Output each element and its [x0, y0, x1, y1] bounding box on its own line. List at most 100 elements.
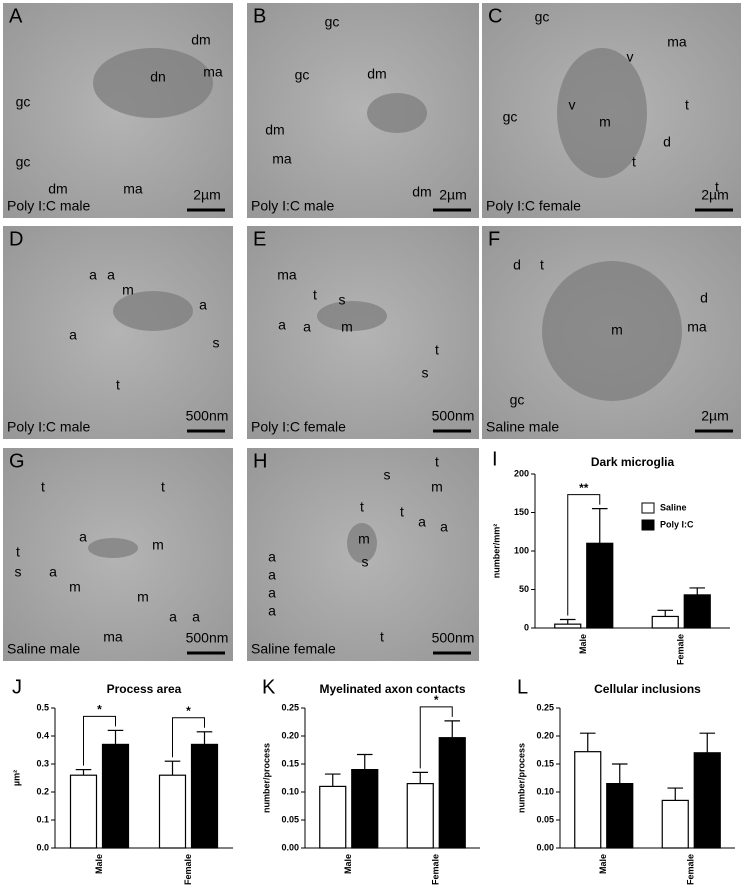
structure-label: m [137, 589, 149, 605]
em-image [247, 3, 479, 218]
panel-letter: H [253, 450, 267, 472]
structure-label: ma [203, 64, 223, 80]
x-tick-label: Female [183, 854, 193, 885]
cell-body [93, 48, 213, 118]
cell-body [347, 523, 377, 563]
structure-label: t [360, 499, 364, 515]
panel-caption: Poly I:C female [486, 198, 581, 214]
y-tick-label: 0.5 [36, 702, 49, 712]
y-tick-label: 0.25 [536, 702, 554, 712]
cell-body [113, 291, 193, 331]
panel-letter: G [9, 450, 25, 472]
bar [158, 774, 187, 849]
structure-label: d [663, 134, 671, 150]
bar [586, 542, 614, 629]
panel-letter: J [12, 676, 22, 698]
panel-letter: B [253, 5, 266, 27]
panel-letter: A [9, 5, 23, 27]
em-panel: A Poly I:C male 2µm dm dn ma gc gc dm ma [3, 3, 233, 218]
scale-label: 2µm [701, 187, 729, 203]
structure-label: gc [16, 154, 31, 170]
structure-label: t [435, 342, 439, 358]
bar [554, 623, 582, 629]
significance-label: * [434, 693, 439, 707]
y-tick-label: 0.2 [36, 786, 49, 796]
structure-label: m [122, 282, 134, 298]
scale-label: 2µm [701, 408, 729, 424]
panel-caption: Poly I:C male [7, 198, 90, 214]
structure-label: a [268, 585, 276, 601]
structure-label: t [313, 287, 317, 303]
structure-label: a [169, 609, 177, 625]
scale-label: 500nm [186, 408, 229, 424]
em-panel: B Poly I:C male 2µm gc gc dm dm ma dm [247, 3, 479, 218]
y-tick-label: 0.10 [536, 786, 554, 796]
structure-label: a [418, 514, 426, 530]
bar [101, 743, 130, 849]
y-tick-label: 0.0 [36, 842, 49, 852]
structure-label: gc [535, 9, 550, 25]
significance-bracket [419, 706, 453, 769]
structure-label: dn [150, 69, 166, 85]
structure-label: m [431, 479, 443, 495]
panel-letter: C [488, 5, 502, 27]
panel-letter: I [492, 448, 498, 470]
y-tick-label: 0.05 [536, 814, 554, 824]
y-tick-label: 0.4 [36, 730, 49, 740]
significance-label: * [186, 704, 191, 718]
bar [406, 782, 434, 849]
structure-label: a [69, 327, 77, 343]
bar [651, 615, 679, 629]
structure-label: a [440, 519, 448, 535]
structure-label: a [303, 319, 311, 335]
bar [69, 774, 98, 849]
structure-label: t [16, 544, 20, 560]
bar [190, 743, 219, 849]
x-tick-label: Male [94, 854, 104, 874]
structure-label: s [384, 467, 391, 483]
em-panel: F Saline male 2µm d t m d ma gc [482, 226, 741, 439]
em-panel: C Poly I:C female 2µm gc ma v v m t gc d t t [482, 3, 741, 218]
bar [683, 594, 711, 629]
y-tick-label: 100 [514, 545, 529, 555]
structure-label: a [268, 603, 276, 619]
structure-label: ma [272, 151, 292, 167]
y-tick-label: 0.3 [36, 758, 49, 768]
bar [606, 782, 634, 849]
y-tick-label: 0.00 [536, 842, 554, 852]
cell-body [557, 48, 647, 178]
structure-label: t [632, 154, 636, 170]
scale-label: 2µm [193, 187, 221, 203]
legend-swatch [641, 502, 655, 514]
bar [351, 768, 379, 849]
structure-label: t [435, 454, 439, 470]
panel-caption: Poly I:C male [7, 419, 90, 435]
x-tick-label: Male [578, 634, 588, 654]
chart-title: Cellular inclusions [594, 682, 701, 696]
structure-label: s [422, 365, 429, 381]
y-tick-label: 50 [519, 584, 529, 594]
scale-label: 2µm [439, 187, 467, 203]
structure-label: a [79, 529, 87, 545]
significance-bracket [83, 715, 116, 766]
x-tick-label: Male [598, 854, 608, 874]
structure-label: t [161, 479, 165, 495]
y-tick-label: 0 [524, 622, 529, 632]
structure-label: t [685, 97, 689, 113]
structure-label: a [268, 549, 276, 565]
structure-label: gc [503, 109, 518, 125]
structure-label: dm [412, 184, 431, 200]
structure-label: m [611, 322, 623, 338]
scale-label: 500nm [186, 630, 229, 646]
em-image [247, 226, 479, 439]
structure-label: dm [367, 66, 386, 82]
structure-label: t [540, 257, 544, 273]
cell-body [317, 301, 387, 331]
x-tick-label: Female [676, 634, 686, 665]
structure-label: d [513, 257, 521, 273]
